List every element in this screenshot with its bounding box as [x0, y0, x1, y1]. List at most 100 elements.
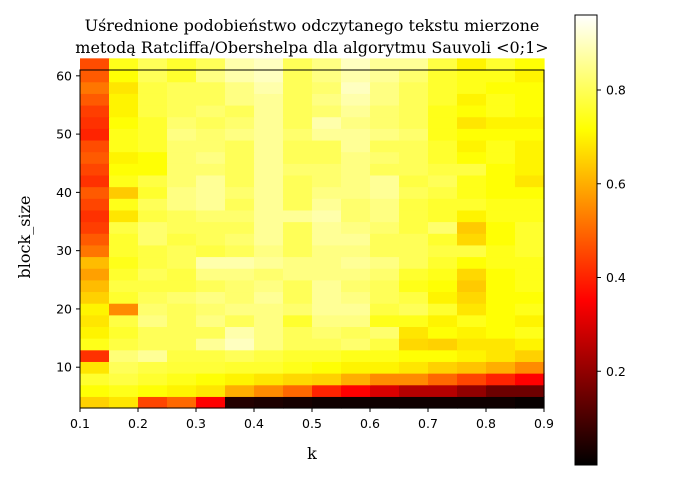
heatmap-cell [254, 326, 284, 339]
heatmap-cell [341, 349, 371, 362]
heatmap-cell [254, 198, 284, 211]
heatmap-cell [457, 233, 487, 246]
heatmap-cell [283, 279, 313, 293]
heatmap-cell [486, 116, 516, 129]
heatmap-cell [486, 81, 516, 94]
heatmap-cell [428, 139, 458, 153]
heatmap-cell [428, 128, 458, 141]
heatmap-cell [109, 233, 139, 246]
heatmap-cell [341, 314, 371, 328]
heatmap-cell [486, 198, 516, 211]
heatmap-cell [312, 279, 342, 293]
heatmap-cell [254, 128, 284, 141]
heatmap-cell [341, 139, 371, 153]
heatmap-cell [428, 116, 458, 129]
heatmap-cell [254, 58, 284, 71]
heatmap-cell [457, 58, 487, 71]
heatmap-cell [225, 221, 255, 234]
heatmap-cell [254, 279, 284, 293]
heatmap-cell [138, 128, 168, 141]
heatmap-cell [225, 338, 255, 351]
heatmap-cell [167, 233, 197, 246]
heatmap-cell [341, 384, 371, 397]
heatmap-cell [428, 198, 458, 211]
heatmap-cell [138, 256, 168, 269]
heatmap-cell [399, 186, 429, 199]
heatmap-cell [109, 326, 139, 339]
heatmap-cell [138, 209, 168, 223]
heatmap-cell [341, 338, 371, 351]
heatmap-cell [283, 384, 313, 397]
heatmap-cell [196, 349, 226, 362]
heatmap-cell [196, 151, 226, 164]
heatmap-cell [515, 81, 545, 94]
heatmap-cell [283, 268, 313, 281]
heatmap-cell [341, 93, 371, 106]
heatmap-cell [283, 396, 313, 409]
heatmap-cell [109, 81, 139, 94]
heatmap-cell [254, 186, 284, 199]
heatmap-cell [486, 373, 516, 386]
heatmap-cell [312, 244, 342, 258]
chart-title-line-2: metodą Ratcliffa/Obershelpa dla algorytm… [75, 38, 548, 57]
heatmap-cell [196, 303, 226, 316]
x-tick-label: 0.8 [476, 416, 496, 431]
heatmap-cell [399, 244, 429, 258]
heatmap-cell [515, 233, 545, 246]
heatmap-cell [254, 291, 284, 304]
heatmap-cell [486, 186, 516, 199]
heatmap-cell [80, 279, 110, 293]
heatmap-cell [341, 209, 371, 223]
heatmap-cell [457, 314, 487, 328]
heatmap-cell [80, 256, 110, 269]
heatmap-cell [341, 326, 371, 339]
heatmap-cell [80, 104, 110, 118]
heatmap-cell [138, 349, 168, 362]
heatmap-cell [341, 81, 371, 94]
heatmap-cell [225, 58, 255, 71]
heatmap-cell [109, 174, 139, 188]
heatmap-cell [167, 209, 197, 223]
heatmap-cell [370, 291, 400, 304]
heatmap-cell [457, 373, 487, 386]
heatmap-cell [515, 58, 545, 71]
heatmap-cell [312, 186, 342, 199]
y-axis: 10 20 30 40 50 60 [56, 68, 80, 375]
heatmap-cell [283, 303, 313, 316]
heatmap-cell [457, 361, 487, 374]
heatmap-cell [312, 303, 342, 316]
heatmap-cell [254, 139, 284, 153]
heatmap-cell [80, 186, 110, 199]
heatmap-cell [167, 221, 197, 234]
heatmap-cell [312, 128, 342, 141]
heatmap-cell [341, 116, 371, 129]
heatmap-cell [80, 338, 110, 351]
heatmap-cell [312, 256, 342, 269]
heatmap-cell [109, 396, 139, 409]
colorbar-tick-label: 0.2 [606, 364, 626, 379]
x-tick-label: 0.3 [186, 416, 206, 431]
heatmap-cell [138, 244, 168, 258]
heatmap-cell [109, 244, 139, 258]
heatmap-cell [109, 186, 139, 199]
x-axis: 0.1 0.2 0.3 0.4 0.5 0.6 0.7 0.8 0.9 [70, 408, 554, 431]
heatmap-cell [196, 139, 226, 153]
heatmap-cell [486, 279, 516, 293]
heatmap-cell [370, 116, 400, 129]
heatmap-cell [370, 209, 400, 223]
heatmap-cell [109, 209, 139, 223]
heatmap-cell [283, 151, 313, 164]
heatmap-cell [399, 303, 429, 316]
heatmap-cell [428, 279, 458, 293]
heatmap-cell [196, 221, 226, 234]
heatmap-cell [254, 163, 284, 176]
heatmap-cell [109, 128, 139, 141]
heatmap-cell [196, 373, 226, 386]
heatmap-cell [370, 70, 400, 83]
heatmap-cell [167, 326, 197, 339]
heatmap-cell [341, 186, 371, 199]
heatmap-cell [196, 314, 226, 328]
heatmap-cell [370, 104, 400, 118]
heatmap-cell [167, 314, 197, 328]
heatmap-cell [399, 373, 429, 386]
